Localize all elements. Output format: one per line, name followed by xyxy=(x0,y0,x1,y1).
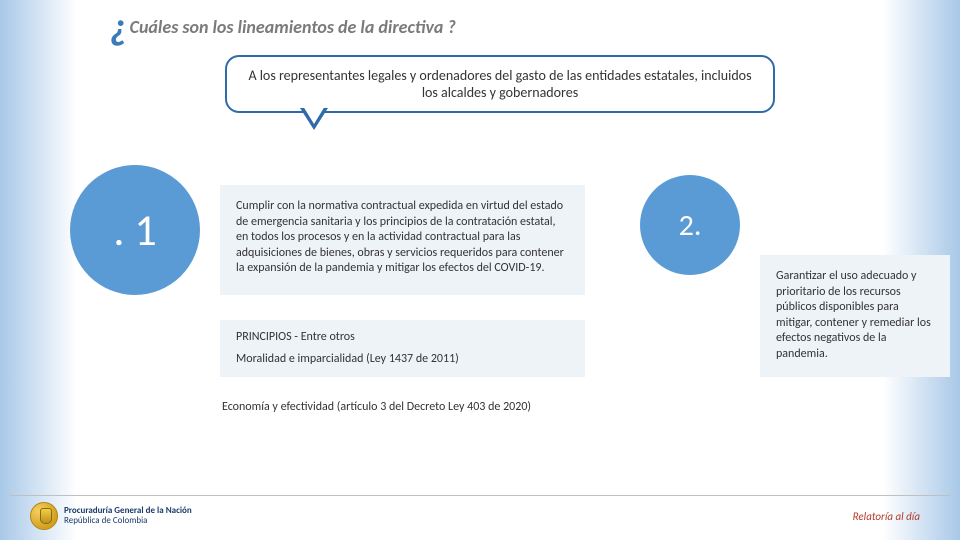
number-circle-1: . 1 xyxy=(70,165,200,295)
question-mark-icon: ¿ xyxy=(110,8,128,46)
number-1-label: . 1 xyxy=(113,203,156,257)
org-logo-block: Procuraduría General de la Nación Repúbl… xyxy=(10,502,192,530)
title-text: Cuáles son los lineamientos de la direct… xyxy=(130,16,456,38)
org-line2: República de Colombia xyxy=(64,516,192,526)
item1-body: Cumplir con la normativa contractual exp… xyxy=(236,199,569,277)
footer: Procuraduría General de la Nación Repúbl… xyxy=(10,495,950,530)
item1-principios-box: PRINCIPIOS - Entre otros Moralidad e imp… xyxy=(220,320,585,377)
moralidad-text: Moralidad e imparcialidad (Ley 1437 de 2… xyxy=(236,352,569,368)
relatoria-label: Relatoría al día xyxy=(853,510,950,523)
shield-icon xyxy=(30,502,58,530)
callout-box: A los representantes legales y ordenador… xyxy=(225,55,775,113)
item2-body-box: Garantizar el uso adecuado y prioritario… xyxy=(760,255,950,377)
principios-label: PRINCIPIOS - Entre otros xyxy=(236,330,569,346)
economia-text: Economía y efectividad (artículo 3 del D… xyxy=(222,400,582,416)
org-text: Procuraduría General de la Nación Repúbl… xyxy=(64,506,192,526)
callout-tail-icon xyxy=(300,108,328,130)
page-title: ¿ Cuáles son los lineamientos de la dire… xyxy=(110,8,456,46)
number-circle-2: 2. xyxy=(640,175,740,275)
item2-body: Garantizar el uso adecuado y prioritario… xyxy=(776,269,934,363)
item1-body-box: Cumplir con la normativa contractual exp… xyxy=(220,185,585,295)
number-2-label: 2. xyxy=(679,207,702,244)
